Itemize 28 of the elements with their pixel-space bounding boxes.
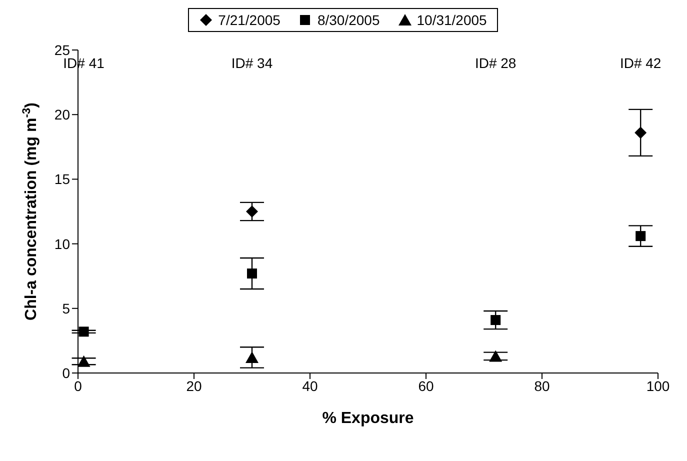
y-tick-label: 15 xyxy=(54,171,70,188)
x-tick-label: 80 xyxy=(534,378,550,394)
point xyxy=(246,206,258,218)
y-tick-label: 20 xyxy=(54,106,70,123)
point xyxy=(634,126,647,139)
annotation: ID# 34 xyxy=(231,54,273,71)
point xyxy=(78,326,89,337)
point xyxy=(636,231,646,242)
legend-label: 8/30/2005 xyxy=(316,12,380,28)
y-tick-label: 5 xyxy=(62,300,70,316)
legend-label: 10/31/2005 xyxy=(416,12,487,28)
y-tick-label: 25 xyxy=(54,42,70,58)
x-tick-label: 40 xyxy=(302,378,318,394)
x-tick-label: 60 xyxy=(418,378,434,394)
x-tick-label: 20 xyxy=(186,378,202,394)
x-tick-label: 100 xyxy=(646,378,670,394)
point xyxy=(489,350,502,362)
point xyxy=(78,355,90,367)
point xyxy=(247,268,257,279)
x-axis-title: % Exposure xyxy=(322,410,414,427)
point xyxy=(246,351,258,363)
legend-label: 7/21/2005 xyxy=(217,12,280,28)
x-tick-label: 0 xyxy=(74,378,82,394)
y-tick-label: 0 xyxy=(62,364,70,381)
point xyxy=(490,315,501,326)
annotation: ID# 28 xyxy=(474,54,516,71)
y-tick-label: 10 xyxy=(54,236,70,252)
annotation: ID# 42 xyxy=(620,54,662,71)
